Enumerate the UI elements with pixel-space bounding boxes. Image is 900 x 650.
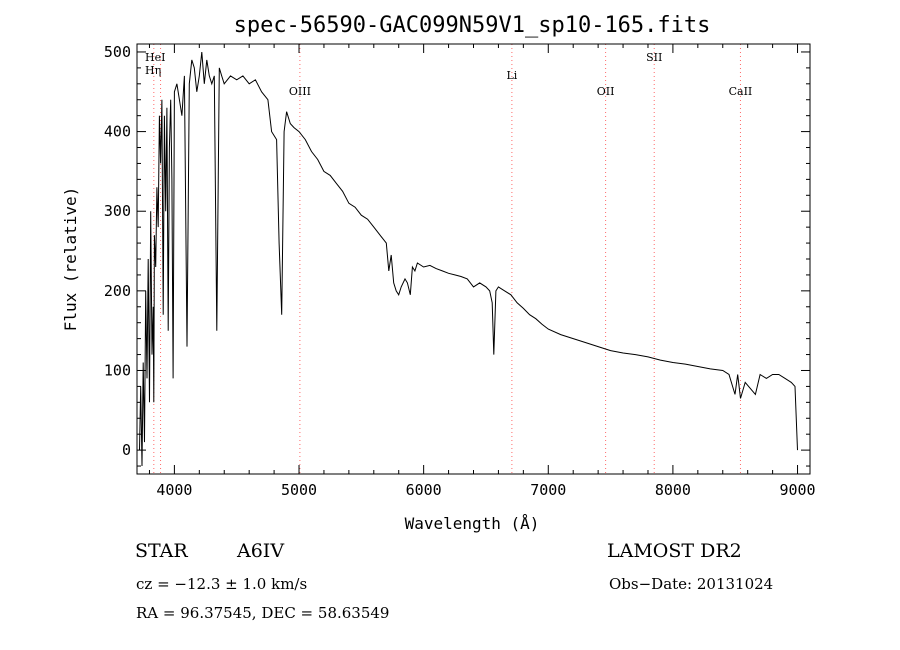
y-axis-label: Flux (relative) [61,187,80,332]
x-tick-label-2: 6000 [406,481,442,499]
x-axis-label: Wavelength (Å) [405,514,540,533]
marker-label-0: Hη [145,64,161,77]
observation-date: Obs−Date: 20131024 [609,575,774,593]
object-subclass: A6IV [237,540,285,562]
y-tick-label-3: 300 [104,202,131,220]
marker-label-4: OII [597,85,615,98]
x-tick-label-1: 5000 [281,481,317,499]
marker-label-3: Li [506,69,517,82]
marker-label-5: SII [646,51,662,64]
x-tick-label-3: 7000 [530,481,566,499]
plot-frame [136,43,811,475]
y-axis-ticks: 0 100 200 300 400 500 [104,43,810,467]
object-class: STAR [135,540,188,562]
x-tick-label-5: 9000 [779,481,815,499]
x-tick-label-4: 8000 [655,481,691,499]
y-tick-label-5: 500 [104,43,131,61]
marker-label-1: HeI [145,51,165,64]
x-axis-ticks: 4000 5000 6000 7000 8000 9000 [148,44,816,499]
redshift-velocity: cz = −12.3 ± 1.0 km/s [136,575,308,593]
y-tick-label-2: 200 [104,282,131,300]
x-tick-label-0: 4000 [156,481,192,499]
y-tick-label-4: 400 [104,123,131,141]
y-tick-label-1: 100 [104,361,131,379]
marker-label-2: OIII [289,85,311,98]
survey-name: LAMOST DR2 [607,540,742,562]
emission-line-markers [153,44,741,474]
spectrum-line [139,51,798,467]
marker-label-6: CaII [729,85,753,98]
chart-title: spec-56590-GAC099N59V1_sp10-165.fits [234,13,711,38]
y-tick-label-0: 0 [122,441,131,459]
ra-dec-coordinates: RA = 96.37545, DEC = 58.63549 [136,604,390,622]
